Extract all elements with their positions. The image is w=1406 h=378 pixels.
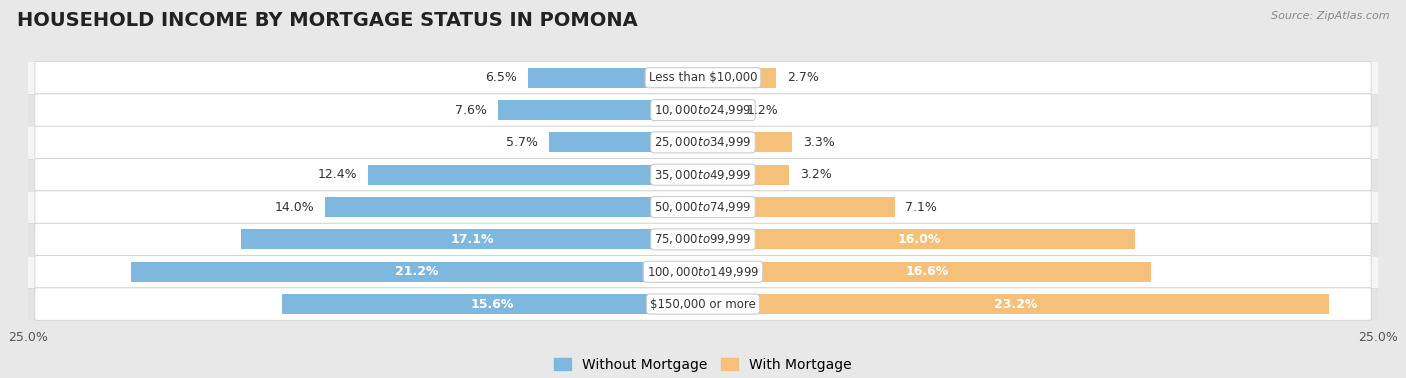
Bar [703,100,735,120]
Text: 16.6%: 16.6% [905,265,949,278]
Bar [498,100,703,120]
Bar [703,68,776,88]
Bar [28,158,1378,191]
Bar [131,262,703,282]
Bar [703,132,792,152]
Bar [325,197,703,217]
Bar [368,165,703,185]
Bar [703,294,1329,314]
Text: 2.7%: 2.7% [787,71,818,84]
Text: $75,000 to $99,999: $75,000 to $99,999 [654,232,752,246]
Text: 5.7%: 5.7% [506,136,538,149]
FancyBboxPatch shape [35,288,1371,320]
Text: 16.0%: 16.0% [897,233,941,246]
Text: $100,000 to $149,999: $100,000 to $149,999 [647,265,759,279]
Text: 23.2%: 23.2% [994,297,1038,311]
Text: HOUSEHOLD INCOME BY MORTGAGE STATUS IN POMONA: HOUSEHOLD INCOME BY MORTGAGE STATUS IN P… [17,11,638,30]
Text: $150,000 or more: $150,000 or more [650,297,756,311]
Text: 3.3%: 3.3% [803,136,835,149]
FancyBboxPatch shape [35,191,1371,223]
FancyBboxPatch shape [35,223,1371,256]
FancyBboxPatch shape [35,126,1371,158]
Text: 7.6%: 7.6% [456,104,486,116]
Bar [28,126,1378,158]
Bar [550,132,703,152]
Text: $50,000 to $74,999: $50,000 to $74,999 [654,200,752,214]
Text: 17.1%: 17.1% [450,233,494,246]
Legend: Without Mortgage, With Mortgage: Without Mortgage, With Mortgage [548,352,858,377]
Text: Less than $10,000: Less than $10,000 [648,71,758,84]
Bar [28,94,1378,126]
Bar [28,288,1378,320]
Bar [28,256,1378,288]
FancyBboxPatch shape [35,158,1371,191]
Text: 12.4%: 12.4% [318,168,357,181]
Text: 15.6%: 15.6% [471,297,515,311]
Text: 14.0%: 14.0% [274,201,315,214]
Text: 6.5%: 6.5% [485,71,517,84]
FancyBboxPatch shape [35,94,1371,126]
Text: 1.2%: 1.2% [747,104,778,116]
Bar [527,68,703,88]
Bar [703,197,894,217]
Text: 7.1%: 7.1% [905,201,938,214]
Text: $25,000 to $34,999: $25,000 to $34,999 [654,135,752,149]
Bar [28,62,1378,94]
Text: $10,000 to $24,999: $10,000 to $24,999 [654,103,752,117]
Bar [242,229,703,249]
FancyBboxPatch shape [35,62,1371,94]
Text: Source: ZipAtlas.com: Source: ZipAtlas.com [1271,11,1389,21]
Bar [703,165,789,185]
Text: $35,000 to $49,999: $35,000 to $49,999 [654,168,752,182]
Bar [28,191,1378,223]
FancyBboxPatch shape [35,256,1371,288]
Bar [703,229,1135,249]
Bar [703,262,1152,282]
Bar [281,294,703,314]
Text: 3.2%: 3.2% [800,168,832,181]
Bar [28,223,1378,256]
Text: 21.2%: 21.2% [395,265,439,278]
